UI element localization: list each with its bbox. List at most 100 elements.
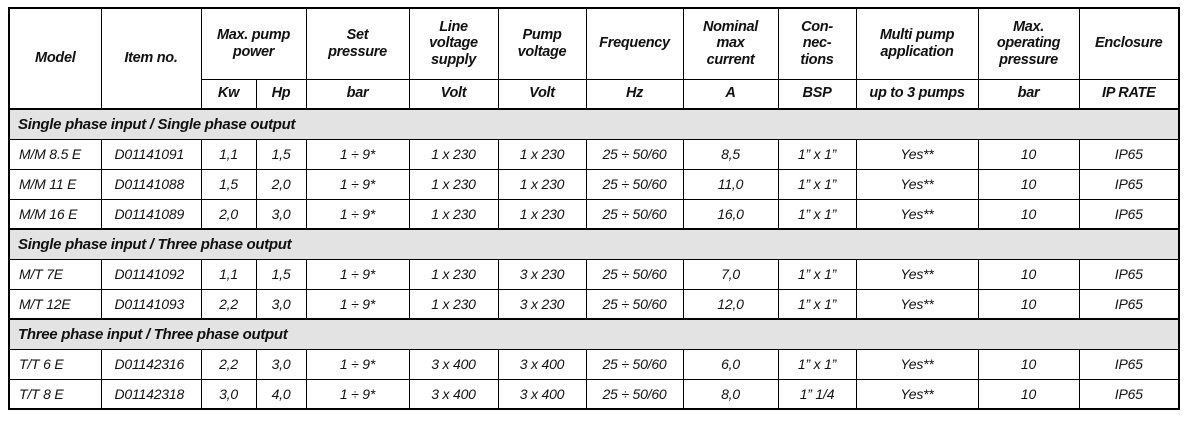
cell-frequency: 25 ÷ 50/60 [585, 168, 684, 200]
table-row: M/M 11 E D01141088 1,5 2,0 1 ÷ 9* 1 x 230 1 x … [8, 168, 1180, 200]
table-row: M/M 16 E D01141089 2,0 3,0 1 ÷ 9* 1 x 230 1 x … [8, 198, 1180, 230]
cell-pump-voltage: 3 x 400 [497, 378, 587, 410]
cell-frequency: 25 ÷ 50/60 [585, 198, 684, 230]
cell-pump-voltage: 1 x 230 [497, 168, 587, 200]
cell-line-voltage-supply: 3 x 400 [408, 348, 499, 380]
cell-connections: 1” x 1” [777, 258, 857, 290]
cell-set-pressure: 1 ÷ 9* [305, 378, 410, 410]
cell-kw: 2,2 [200, 348, 257, 380]
cell-nominal-max-current: 12,0 [682, 288, 779, 320]
cell-model: M/M 11 E [8, 168, 102, 200]
pump-specifications-table: Model Item no. Max. pump power Set pressure… [8, 7, 1180, 410]
cell-kw: 2,2 [200, 288, 257, 320]
cell-multi-pump-application: Yes** [855, 258, 979, 290]
cell-item-no: D01142318 [100, 378, 202, 410]
cell-model: M/T 7E [8, 258, 102, 290]
cell-set-pressure: 1 ÷ 9* [305, 168, 410, 200]
cell-connections: 1” x 1” [777, 348, 857, 380]
table-header: Model Item no. Max. pump power Set pressure… [8, 7, 1180, 110]
cell-nominal-max-current: 8,0 [682, 378, 779, 410]
header-frequency: Frequency [585, 7, 684, 80]
cell-multi-pump-application: Yes** [855, 288, 979, 320]
section-header-row: Single phase input / Three phase output [8, 228, 1180, 260]
cell-enclosure: IP65 [1078, 198, 1180, 230]
header-enclosure: Enclosure [1078, 7, 1180, 80]
cell-max-operating-pressure: 10 [977, 258, 1080, 290]
header-units-row: Kw Hp bar Volt Volt Hz A BSP up to 3 pumps bar IP … [9, 78, 1180, 110]
cell-frequency: 25 ÷ 50/60 [585, 378, 684, 410]
cell-max-operating-pressure: 10 [977, 288, 1080, 320]
unit-connections: BSP [777, 78, 857, 110]
cell-frequency: 25 ÷ 50/60 [585, 258, 684, 290]
unit-kw: Kw [200, 78, 257, 110]
cell-model: M/T 12E [8, 288, 102, 320]
cell-item-no: D01142316 [100, 348, 202, 380]
cell-connections: 1” x 1” [777, 138, 857, 170]
cell-pump-voltage: 3 x 230 [497, 288, 587, 320]
unit-max-operating-pressure: bar [977, 78, 1080, 110]
header-model: Model [8, 7, 102, 110]
header-set-pressure: Set pressure [305, 7, 410, 80]
unit-nominal-max-current: A [682, 78, 779, 110]
cell-nominal-max-current: 6,0 [682, 348, 779, 380]
table-row: M/T 7E D01141092 1,1 1,5 1 ÷ 9* 1 x 230 3 x 23… [8, 258, 1180, 290]
table-row: M/M 8.5 E D01141091 1,1 1,5 1 ÷ 9* 1 x 230 1 x… [8, 138, 1180, 170]
cell-hp: 1,5 [255, 138, 307, 170]
cell-nominal-max-current: 8,5 [682, 138, 779, 170]
cell-nominal-max-current: 11,0 [682, 168, 779, 200]
cell-frequency: 25 ÷ 50/60 [585, 288, 684, 320]
cell-line-voltage-supply: 1 x 230 [408, 198, 499, 230]
section-title: Single phase input / Three phase output [8, 228, 1180, 260]
header-nominal-max-current: Nominal max current [682, 7, 779, 80]
table-row: T/T 6 E D01142316 2,2 3,0 1 ÷ 9* 3 x 400 3 x 4… [8, 348, 1180, 380]
unit-frequency: Hz [585, 78, 684, 110]
cell-multi-pump-application: Yes** [855, 138, 979, 170]
cell-pump-voltage: 1 x 230 [497, 138, 587, 170]
cell-item-no: D01141088 [100, 168, 202, 200]
cell-line-voltage-supply: 1 x 230 [408, 168, 499, 200]
unit-set-pressure: bar [305, 78, 410, 110]
table-row: M/T 12E D01141093 2,2 3,0 1 ÷ 9* 1 x 230 3 x 2… [8, 288, 1180, 320]
cell-hp: 3,0 [255, 348, 307, 380]
cell-hp: 3,0 [255, 288, 307, 320]
header-connections: Con- nec- tions [777, 7, 857, 80]
unit-multi-pump-application: up to 3 pumps [855, 78, 979, 110]
cell-max-operating-pressure: 10 [977, 378, 1080, 410]
cell-set-pressure: 1 ÷ 9* [305, 288, 410, 320]
header-max-pump-power: Max. pump power [200, 7, 307, 80]
cell-max-operating-pressure: 10 [977, 168, 1080, 200]
cell-model: T/T 8 E [8, 378, 102, 410]
cell-line-voltage-supply: 1 x 230 [408, 138, 499, 170]
cell-max-operating-pressure: 10 [977, 138, 1080, 170]
cell-connections: 1” x 1” [777, 198, 857, 230]
table-body: Single phase input / Single phase output… [8, 108, 1180, 410]
cell-model: T/T 6 E [8, 348, 102, 380]
cell-item-no: D01141093 [100, 288, 202, 320]
table-row: T/T 8 E D01142318 3,0 4,0 1 ÷ 9* 3 x 400 3 x 4… [8, 378, 1180, 410]
cell-enclosure: IP65 [1078, 168, 1180, 200]
cell-kw: 1,1 [200, 138, 257, 170]
cell-connections: 1” 1/4 [777, 378, 857, 410]
cell-set-pressure: 1 ÷ 9* [305, 348, 410, 380]
cell-set-pressure: 1 ÷ 9* [305, 258, 410, 290]
cell-nominal-max-current: 16,0 [682, 198, 779, 230]
cell-kw: 1,5 [200, 168, 257, 200]
cell-frequency: 25 ÷ 50/60 [585, 348, 684, 380]
cell-max-operating-pressure: 10 [977, 348, 1080, 380]
cell-enclosure: IP65 [1078, 378, 1180, 410]
cell-kw: 3,0 [200, 378, 257, 410]
cell-enclosure: IP65 [1078, 138, 1180, 170]
header-max-operating-pressure: Max. operating pressure [977, 7, 1080, 80]
cell-nominal-max-current: 7,0 [682, 258, 779, 290]
cell-connections: 1” x 1” [777, 288, 857, 320]
unit-line-voltage-supply: Volt [408, 78, 499, 110]
section-header-row: Three phase input / Three phase output [8, 318, 1180, 350]
header-multi-pump-application: Multi pump application [855, 7, 979, 80]
cell-hp: 4,0 [255, 378, 307, 410]
cell-kw: 2,0 [200, 198, 257, 230]
cell-frequency: 25 ÷ 50/60 [585, 138, 684, 170]
cell-hp: 3,0 [255, 198, 307, 230]
cell-pump-voltage: 1 x 230 [497, 198, 587, 230]
cell-model: M/M 16 E [8, 198, 102, 230]
